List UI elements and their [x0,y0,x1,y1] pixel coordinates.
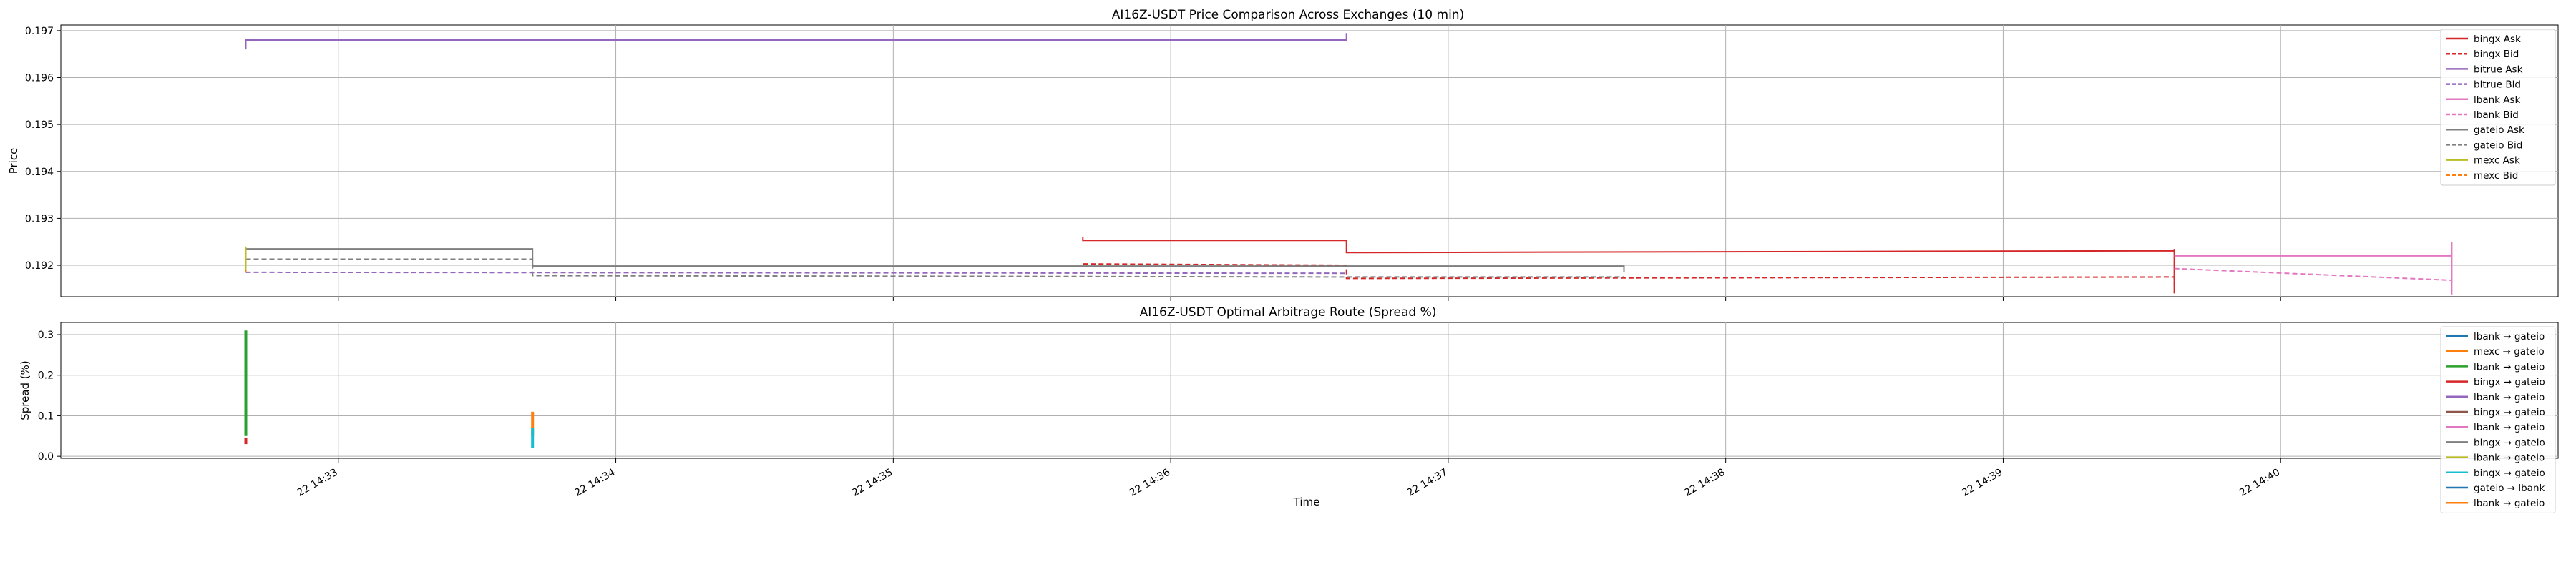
x-tick-label: 22 14:38 [1682,467,1727,499]
legend-label: lbank Bid [2474,109,2519,121]
price-chart-title: AI16Z-USDT Price Comparison Across Excha… [1112,8,1464,22]
y-tick-label: 0.195 [25,119,54,131]
legend-label: lbank → gateio [2474,453,2545,464]
legend-label: bingx → gateio [2474,437,2545,448]
price-legend: bingx Ask bingx Bid bitrue Ask bitrue Bid lb… [2440,29,2556,186]
spread-legend: lbank → gateio mexc → gateio lbank → gatei… [2440,326,2556,513]
legend-label: mexc Ask [2474,155,2520,167]
legend-label: bingx → gateio [2474,377,2545,388]
y-tick-label: 0.2 [38,370,54,382]
x-tick-label: 22 14:36 [1128,467,1172,499]
y-tick-label: 0.194 [25,167,54,178]
legend-label: bitrue Ask [2474,64,2523,75]
legend-label: bingx Bid [2474,49,2519,60]
spread-series [244,330,535,448]
y-tick-label: 0.196 [25,73,54,84]
y-tick-label: 0.1 [38,410,54,422]
time-x-ticks: 22 14:33 22 14:34 22 14:35 22 14:36 22 14:37… [296,467,2283,499]
legend-label: lbank → gateio [2474,361,2545,373]
spread-plot-area [60,322,2559,459]
x-tick-label: 22 14:37 [1405,467,1450,499]
x-tick-label: 22 14:34 [572,467,617,499]
legend-label: lbank → gateio [2474,331,2545,342]
spread-y-axis-label: Spread (%) [19,360,31,420]
price-grid [61,25,2558,301]
series-line [245,271,1347,275]
series-line [2174,242,2453,295]
legend-label: mexc Bid [2474,170,2518,182]
series-line [245,258,1624,278]
series-line [1082,237,2175,294]
legend-label: bingx → gateio [2474,407,2545,418]
series-line [1083,263,2175,285]
legend-label: gateio Ask [2474,124,2524,136]
x-tick-label: 22 14:33 [296,467,340,499]
legend-label: lbank Ask [2474,94,2521,106]
y-tick-label: 0.197 [25,26,54,37]
y-tick-label: 0.3 [38,330,54,341]
y-tick-label: 0.192 [25,260,54,272]
legend-label: lbank → gateio [2474,498,2545,509]
legend-label: gateio Bid [2474,139,2522,151]
legend-box [2440,29,2556,186]
legend-box [2440,326,2556,513]
y-tick-label: 0.193 [25,213,54,225]
series-line [2174,267,2452,281]
legend-label: bingx → gateio [2474,468,2545,479]
price-y-axis-label: Price [7,148,20,174]
x-tick-label: 22 14:40 [2238,467,2282,499]
legend-label: bitrue Bid [2474,79,2521,91]
legend-label: lbank → gateio [2474,392,2545,403]
legend-label: mexc → gateio [2474,346,2545,358]
legend-label: lbank → gateio [2474,422,2545,433]
legend-label: bingx Ask [2474,34,2521,45]
y-tick-label: 0.0 [38,451,54,463]
legend-label: gateio → lbank [2474,483,2545,494]
x-tick-label: 22 14:39 [1960,467,2004,499]
series-line [245,33,1347,50]
spread-y-ticks: 0.0 0.1 0.2 0.3 [38,330,61,463]
x-tick-label: 22 14:35 [850,467,894,499]
arbitrage-spread-chart: AI16Z-USDT Optimal Arbitrage Route (Spre… [19,305,2559,513]
price-y-ticks: 0.192 0.193 0.194 0.195 0.196 0.197 [25,26,61,272]
spread-chart-title: AI16Z-USDT Optimal Arbitrage Route (Spre… [1140,305,1437,320]
time-x-axis-label: Time [1293,495,1320,508]
price-comparison-chart: AI16Z-USDT Price Comparison Across Excha… [7,8,2559,301]
spread-grid [61,322,2558,463]
price-series [245,33,2453,295]
